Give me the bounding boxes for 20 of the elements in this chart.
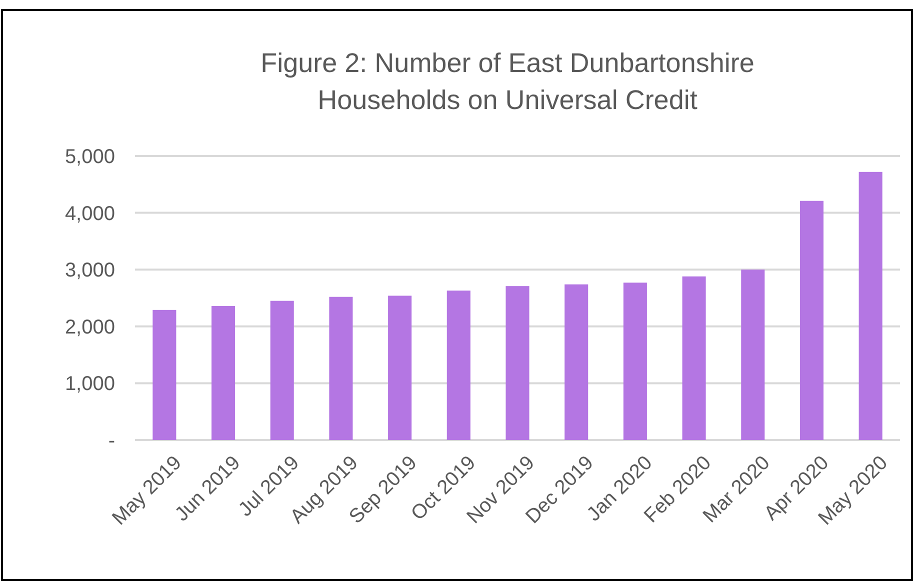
bar [152, 310, 176, 440]
bar [506, 286, 530, 440]
bar [270, 300, 294, 440]
bar [858, 172, 882, 440]
y-tick-label: - [108, 430, 115, 452]
bar [623, 282, 647, 440]
bar [446, 290, 470, 440]
bar [800, 200, 824, 440]
bar [564, 284, 588, 440]
y-tick-label: 1,000 [64, 373, 115, 396]
bar [741, 270, 765, 440]
y-tick-label: 4,000 [64, 202, 115, 225]
y-tick-label: 2,000 [64, 316, 115, 338]
bar [212, 306, 236, 440]
y-tick-label: 5,000 [64, 146, 115, 168]
y-tick-label: 3,000 [64, 260, 115, 282]
chart-title: Figure 2: Number of East Dunbartonshire Households on Universal Credit [260, 48, 754, 115]
bar [388, 296, 412, 440]
bar [329, 296, 353, 440]
bar [682, 276, 706, 440]
